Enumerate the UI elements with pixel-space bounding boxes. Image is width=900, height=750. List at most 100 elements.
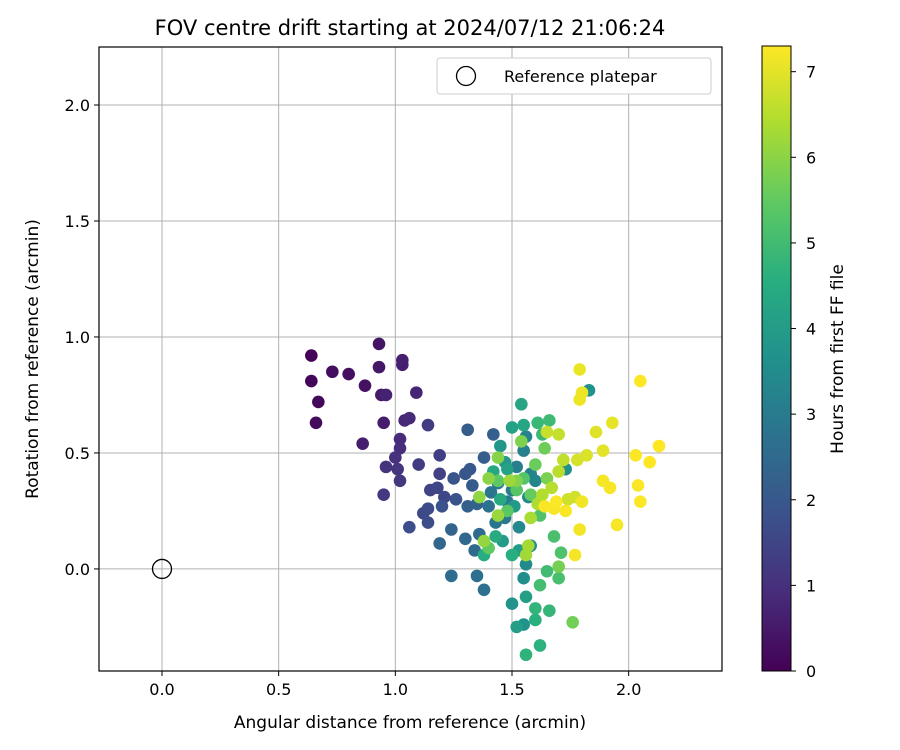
x-tick-label: 0.5 [266,680,291,699]
scatter-point [552,428,565,441]
scatter-point [552,465,565,478]
scatter-point [410,386,423,399]
scatter-point [540,472,554,485]
scatter-point [519,648,533,662]
legend: Reference platepar [436,57,712,95]
scatter-point [540,425,554,439]
scatter-point [524,511,537,525]
legend-label: Reference platepar [504,67,657,86]
scatter-point [477,451,491,464]
scatter-point [445,569,458,583]
scatter-point [529,458,542,471]
scatter-point [629,448,642,462]
scatter-point [377,416,390,430]
scatter-point [631,479,645,492]
y-tick-label: 0.5 [65,444,90,463]
scatter-point [512,520,526,534]
scatter-point [610,518,624,532]
scatter-point [559,504,572,518]
scatter-point [468,544,481,557]
scatter-point [505,548,519,562]
scatter-point [538,500,551,513]
colorbar-tick-label: 6 [806,148,816,167]
scatter-point [543,414,556,427]
scatter-point [550,495,563,508]
scatter-point [477,534,491,548]
scatter-point [393,432,407,446]
colorbar-ticks: 0 1 2 3 4 5 6 7 [791,63,816,681]
colorbar-tick-label: 7 [806,63,816,82]
scatter-point [519,557,533,571]
scatter-point [393,474,407,488]
scatter-point [494,439,507,453]
scatter-point [540,564,554,578]
scatter-point [536,488,549,502]
scatter-point [634,374,647,388]
grid [99,47,722,671]
scatter-point [519,590,533,604]
scatter-point [568,548,582,562]
scatter-point [652,439,666,453]
scatter-point [533,578,547,592]
scatter-point [421,502,435,515]
scatter-point [552,560,565,573]
scatter-point [554,546,568,559]
legend-box [436,57,712,95]
scatter-point [403,411,416,425]
chart-title: FOV centre drift starting at 2024/07/12 … [155,16,666,40]
scatter-point [575,495,589,508]
scatter-point [412,458,425,471]
reference-point [151,558,173,580]
scatter-point [473,490,486,504]
scatter-point [494,493,507,506]
scatter-point [501,504,514,518]
scatter-point [305,374,318,388]
legend-marker-open-circle-icon [455,65,477,87]
colorbar-tick-label: 1 [806,576,816,595]
scatter-point [305,349,318,362]
scatter-point [529,613,542,627]
scatter-point [538,442,551,455]
scatter-point [491,509,505,522]
y-axis-label: Rotation from reference (arcmin) [23,219,43,499]
colorbar-tick-label: 5 [806,234,816,253]
scatter-point [529,602,542,615]
x-tick-label: 1.0 [383,680,408,699]
plot-frame [98,46,723,672]
scatter-point [529,474,542,488]
scatter-point [372,337,386,351]
scatter-point [403,520,416,534]
scatter-point [606,416,619,430]
scatter-point [557,453,570,467]
scatter-point [431,481,444,495]
scatter-point [466,479,479,492]
scatter-point [517,418,530,432]
scatter-point [421,418,435,432]
x-tick-label: 0.0 [149,680,174,699]
scatter-point [447,472,460,485]
scatter-point [573,523,586,536]
scatter-point [433,448,446,462]
y-tick-label: 1.0 [65,328,90,347]
scatter-point [603,481,617,495]
y-tick-label: 0.0 [65,560,90,579]
scatter-point [531,416,544,430]
y-tick-label: 1.5 [65,212,90,231]
scatter-point [396,358,409,372]
scatter-point [543,604,556,617]
scatter-point [515,397,528,411]
reference-platepar-marker [151,558,173,580]
scatter-point [377,488,390,502]
scatter-point [547,530,561,543]
colorbar-tick-label: 3 [806,405,816,424]
scatter-point [342,367,355,381]
colorbar: 0 1 2 3 4 5 6 7 Hours from first FF file [761,45,848,681]
scatter-point [445,523,458,536]
scatter-point [393,442,407,455]
y-tick-label: 2.0 [65,96,90,115]
scatter-point [461,423,474,437]
scatter-point [515,435,528,448]
scatter-point [358,379,372,392]
scatter-point [372,360,386,374]
